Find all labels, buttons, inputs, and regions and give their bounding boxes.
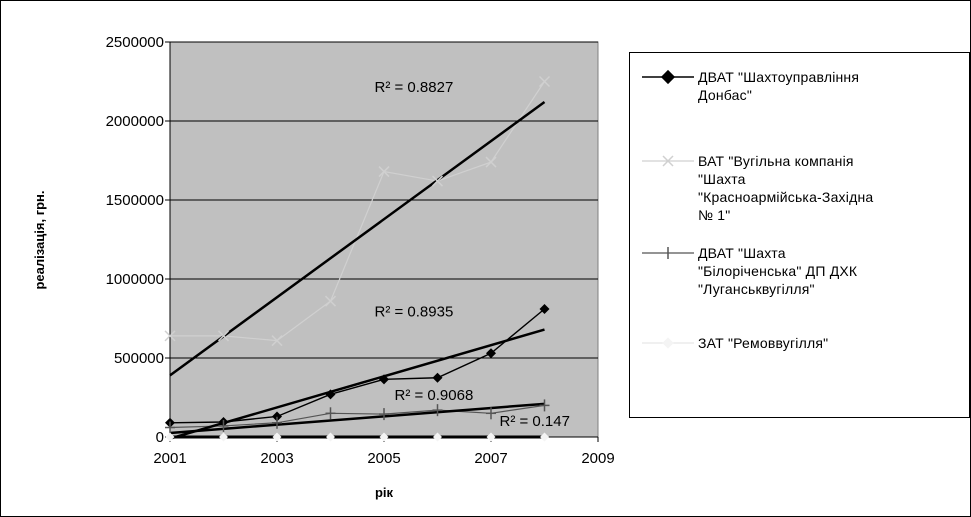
x-tick-label: 2001 — [153, 450, 186, 467]
data-point-series-3 — [539, 399, 550, 412]
y-tick-label: 0 — [156, 429, 164, 446]
data-point-series-3 — [432, 404, 443, 417]
r2-label-2: R² = 0.8935 — [375, 304, 454, 321]
data-point-series-2 — [538, 75, 551, 88]
x-tick-label: 2005 — [367, 450, 400, 467]
data-point-series-1 — [539, 304, 550, 315]
data-point-series-2 — [431, 175, 444, 187]
data-point-series-1 — [272, 411, 282, 422]
legend: ДВАТ "Шахтоуправління Донбас" ВАТ "Вугіл… — [629, 52, 970, 418]
y-tick-label: 1000000 — [106, 271, 164, 288]
data-point-series-2 — [378, 166, 390, 178]
data-point-series-4 — [540, 432, 549, 442]
data-point-series-4 — [219, 432, 228, 442]
series-markers — [164, 75, 551, 442]
x-tick-label: 2007 — [474, 450, 507, 467]
legend-item-series-4: ЗАТ "Ремоввугілля" — [642, 334, 967, 352]
data-point-stroke — [217, 330, 230, 342]
trendline-3 — [169, 402, 545, 435]
x-tick-label: 2003 — [260, 450, 293, 467]
y-tick-label: 500000 — [114, 350, 164, 367]
r2-labels: R² = 0.8827 R² = 0.8935 R² = 0.9068 R² = 0.… — [375, 79, 570, 430]
legend-label-1: ДВАТ "Шахтоуправління Донбас" — [698, 69, 860, 103]
data-point-series-2 — [271, 335, 283, 347]
series-line-2 — [170, 81, 545, 342]
legend-swatch-4 — [642, 337, 694, 349]
data-point-series-2 — [485, 156, 497, 168]
data-point-stroke — [324, 295, 337, 307]
data-point-series-3 — [165, 421, 175, 434]
trend-lines — [169, 101, 546, 440]
data-point-series-2 — [164, 330, 176, 342]
r2-label-3: R² = 0.9068 — [395, 387, 474, 404]
data-point-stroke — [378, 166, 390, 178]
legend-label-2: ВАТ "Вугільна компанія "Шахта "Красноарм… — [698, 153, 874, 223]
legend-label-4: ЗАТ "Ремоввугілля" — [698, 335, 829, 351]
gridlines — [170, 41, 598, 359]
x-axis-title: рік — [375, 485, 394, 500]
legend-item-series-3: ДВАТ "Шахта "Білоріченська" ДП ДХК "Луга… — [642, 244, 967, 298]
data-point-stroke — [431, 175, 444, 187]
data-point-series-2 — [217, 330, 230, 342]
data-point-series-1 — [432, 372, 443, 383]
x-tick-labels: 2001 2003 2005 2007 2009 — [153, 450, 614, 467]
data-point-series-4 — [326, 432, 335, 442]
y-tick-label: 2500000 — [106, 34, 164, 51]
data-point-series-1 — [486, 348, 496, 359]
data-point-series-2 — [324, 295, 337, 307]
data-point-stroke — [164, 330, 176, 342]
data-point-series-4 — [486, 432, 496, 442]
legend-swatch-2 — [642, 155, 694, 167]
data-point-series-1 — [325, 389, 336, 400]
data-point-stroke — [538, 75, 551, 88]
trendline-1 — [169, 101, 546, 377]
data-point-series-3 — [272, 416, 282, 429]
legend-item-series-1: ДВАТ "Шахтоуправління Донбас" — [642, 68, 967, 104]
trendline-2 — [169, 328, 545, 440]
series-line-3 — [169, 404, 545, 429]
data-point-stroke — [271, 335, 283, 347]
legend-swatch-1 — [642, 69, 694, 85]
data-point-series-1 — [379, 374, 389, 385]
legend-swatch-3 — [642, 247, 694, 259]
r2-label-1: R² = 0.8827 — [375, 79, 454, 96]
x-tick-label: 2009 — [581, 450, 614, 467]
legend-label-3: ДВАТ "Шахта "Білоріченська" ДП ДХК "Луга… — [698, 245, 858, 297]
data-point-series-4 — [379, 432, 389, 442]
data-point-series-3 — [218, 419, 229, 432]
data-point-series-3 — [379, 408, 389, 421]
data-point-stroke — [485, 156, 497, 168]
y-tick-label: 2000000 — [106, 113, 164, 130]
y-tick-labels: 0 500000 1000000 1500000 2000000 2500000 — [106, 34, 164, 446]
data-point-series-3 — [325, 407, 336, 420]
legend-item-series-2: ВАТ "Вугільна компанія "Шахта "Красноарм… — [642, 152, 967, 224]
y-axis-title: реалізація, грн. — [32, 190, 47, 289]
data-point-series-3 — [486, 407, 496, 420]
data-point-series-4 — [433, 432, 442, 442]
r2-label-4: R² = 0.147 — [500, 413, 570, 430]
data-point-series-4 — [272, 432, 282, 442]
data-point-series-4 — [165, 432, 175, 442]
y-tick-label: 1500000 — [106, 192, 164, 209]
